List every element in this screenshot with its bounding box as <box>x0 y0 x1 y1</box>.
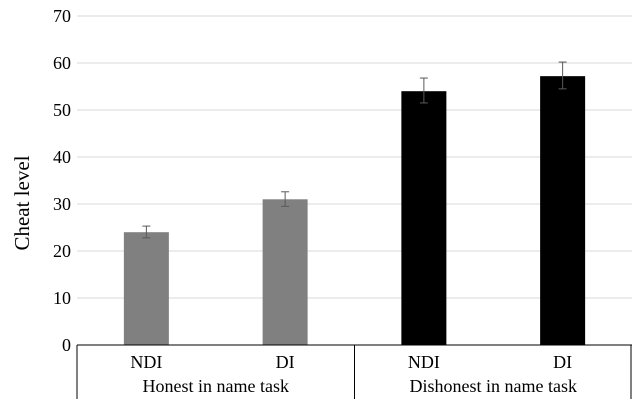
x-category-label: NDI <box>130 352 162 372</box>
y-tick-label: 30 <box>53 194 71 214</box>
y-tick-label: 0 <box>62 335 71 355</box>
y-tick-label: 10 <box>53 288 71 308</box>
y-axis-ticks: 0 10 20 30 40 50 60 70 <box>53 6 71 355</box>
x-category-label: NDI <box>408 352 440 372</box>
error-bars <box>142 61 567 239</box>
bar <box>123 232 169 345</box>
bar <box>401 91 447 345</box>
x-axis-labels: NDI DI Honest in name task NDI DI Dishonest i… <box>130 352 577 396</box>
y-tick-label: 20 <box>53 241 71 261</box>
x-group-label: Honest in name task <box>143 376 289 396</box>
y-tick-label: 40 <box>53 147 71 167</box>
y-tick-label: 60 <box>53 53 71 73</box>
x-category-label: DI <box>276 352 295 372</box>
x-category-label: DI <box>553 352 572 372</box>
bar <box>262 199 308 345</box>
bars <box>123 76 586 345</box>
y-tick-label: 50 <box>53 100 71 120</box>
bar <box>540 76 586 345</box>
y-tick-label: 70 <box>53 6 71 26</box>
x-axis <box>76 344 632 399</box>
x-group-label: Dishonest in name task <box>410 376 577 396</box>
gridlines <box>77 15 632 299</box>
y-axis-label: Cheat level <box>10 155 34 250</box>
